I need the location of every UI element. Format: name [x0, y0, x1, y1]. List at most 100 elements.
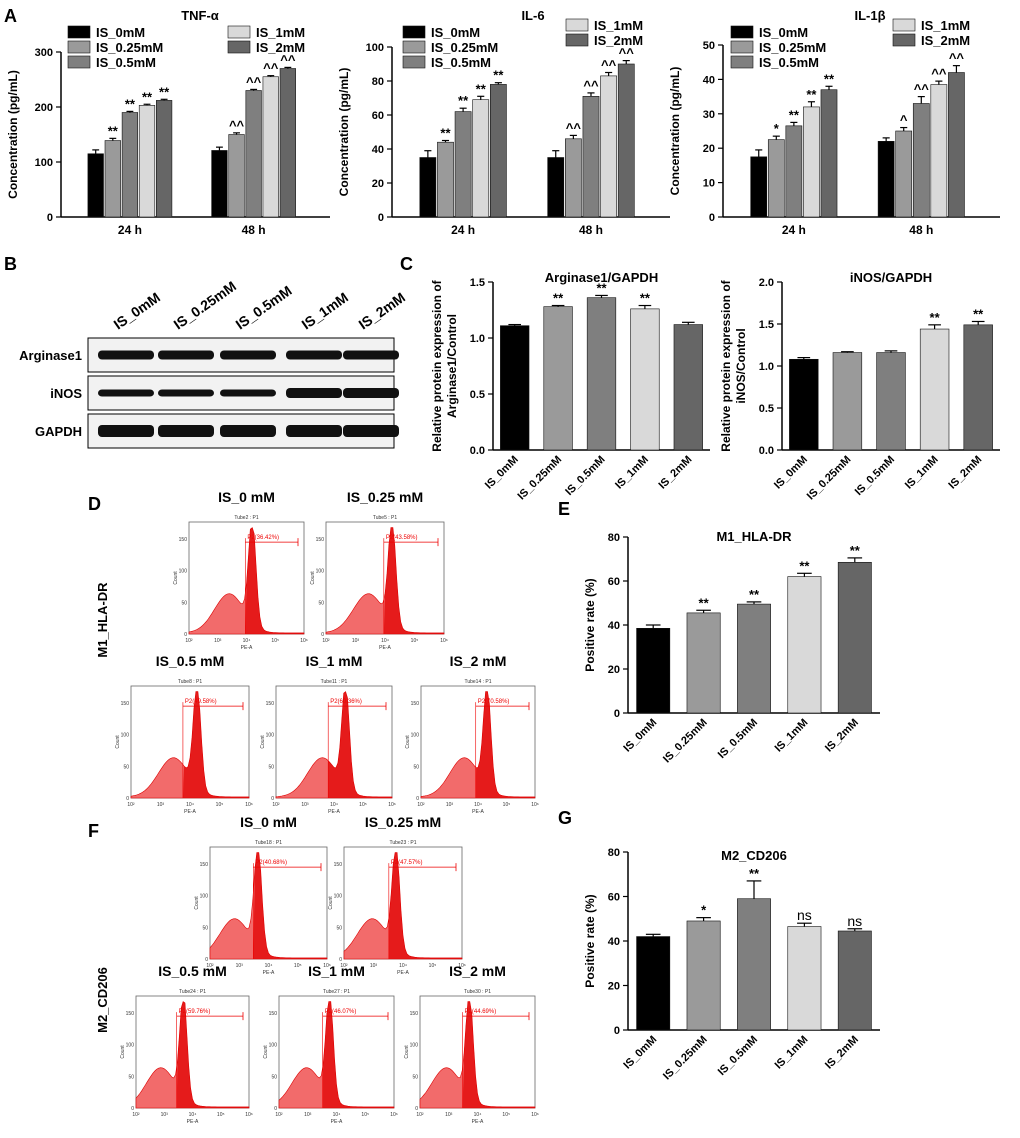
- flow-y-tick: 0: [416, 796, 419, 802]
- chart-title: TNF-α: [181, 8, 219, 23]
- flow-title: IS_0.5 mM: [156, 653, 224, 669]
- y-tick-label: 1.0: [759, 361, 774, 373]
- x-tick-label: IS_1mM: [613, 454, 651, 492]
- bar-is-1mm-48-h: [600, 75, 617, 218]
- flow-y-label: Count: [405, 735, 411, 749]
- flow-y-tick: 0: [321, 632, 324, 638]
- flow-gated-fill: [462, 1001, 535, 1108]
- flow-x-tick: 10⁶: [388, 802, 396, 808]
- flow-x-tick: 10⁴: [333, 1112, 341, 1118]
- y-tick-label: 300: [35, 47, 53, 59]
- significance-label: **: [749, 587, 760, 602]
- flow-x-tick: 10²: [206, 963, 214, 969]
- legend-swatch-is-1mm: [565, 18, 589, 32]
- x-tick-label: IS_0mM: [772, 454, 810, 492]
- flow-x-tick: 10²: [340, 963, 348, 969]
- y-tick-label: 0.0: [470, 445, 485, 457]
- y-axis-label: Concentration (pg/mL): [668, 67, 682, 196]
- flow-y-tick: 0: [131, 1106, 134, 1112]
- legend-label-is-0mm: IS_0mM: [431, 25, 480, 40]
- chart-m1-hla-dr: M1_HLA-DR 0 20 40 60 80 Positive rate (%) IS_0m…: [583, 529, 880, 765]
- y-axis-label: iNOS/Control: [734, 328, 748, 403]
- bar-is-2mm: [673, 324, 703, 451]
- flow-x-tick: 10⁶: [531, 802, 539, 808]
- flow-y-tick: 0: [126, 796, 129, 802]
- y-tick-label: 100: [35, 157, 53, 169]
- chart-title: IL-1β: [854, 8, 885, 23]
- significance-label: *: [701, 903, 707, 918]
- x-group-label: 24 h: [782, 223, 806, 237]
- y-tick-label: 80: [372, 76, 384, 88]
- flow-x-tick: 10⁵: [217, 1112, 225, 1118]
- blot-band: [158, 389, 214, 397]
- x-tick-label: IS_2mM: [657, 454, 695, 492]
- flow-y-tick: 50: [268, 764, 274, 770]
- flow-y-tick: 100: [266, 733, 275, 739]
- y-tick-label: 40: [372, 144, 384, 156]
- y-tick-label: 60: [372, 110, 384, 122]
- significance-label: **: [640, 291, 651, 306]
- flow-tube-label: Tube30 : P1: [464, 989, 491, 995]
- legend-swatch-is-0-5mm: [402, 55, 426, 69]
- flow-x-tick: 10³: [214, 638, 222, 644]
- x-tick-label: IS_0.5mM: [716, 1034, 760, 1078]
- blot-band: [98, 350, 154, 360]
- flow-x-tick: 10⁵: [503, 802, 511, 808]
- lane-label-is-0-5mm: IS_0.5mM: [233, 282, 295, 332]
- flow-x-tick: 10⁴: [265, 963, 273, 969]
- flow-x-label: PE-A: [397, 970, 409, 976]
- legend-swatch-is-0-25mm: [67, 40, 91, 54]
- y-tick-label: 80: [608, 847, 620, 859]
- bar-is-2mm-24-h: [489, 84, 507, 218]
- y-tick-label: 0.0: [759, 445, 774, 457]
- flow-gated-fill: [182, 691, 249, 798]
- x-tick-label: IS_0.5mM: [716, 717, 760, 761]
- y-axis-label: Concentration (pg/mL): [6, 70, 20, 199]
- flow-x-tick: 10²: [275, 1112, 283, 1118]
- panel-letter-d: D: [88, 494, 101, 514]
- legend-label-is-1mm: IS_1mM: [256, 25, 305, 40]
- y-axis-label: Relative protein expression of: [719, 279, 733, 451]
- flow-tube-label: Tube24 : P1: [179, 989, 206, 995]
- flow-x-tick: 10⁵: [411, 638, 419, 644]
- flow-y-tick: 150: [179, 537, 188, 543]
- flow-tube-label: Tube5 : P1: [373, 515, 397, 521]
- flow-y-tick: 0: [184, 632, 187, 638]
- legend-label-is-1mm: IS_1mM: [594, 18, 643, 33]
- flow-x-tick: 10⁵: [294, 963, 302, 969]
- bar-is-0-25mm: [686, 920, 721, 1031]
- chart-title: M2_CD206: [721, 848, 787, 863]
- bar-is-0-25mm: [832, 352, 863, 451]
- significance-label: **: [142, 89, 153, 104]
- flow-y-tick: 0: [274, 1106, 277, 1112]
- flow-x-tick: 10³: [304, 1112, 312, 1118]
- flow-y-tick: 150: [126, 1011, 135, 1017]
- panel-letter-c: C: [400, 254, 413, 274]
- significance-label: **: [440, 126, 451, 141]
- blot-band: [158, 425, 214, 437]
- bar-is-0mm-24-h: [750, 156, 768, 218]
- flow-y-label: Count: [404, 1045, 410, 1059]
- significance-label: ^^: [280, 52, 296, 67]
- flow-x-label: PE-A: [187, 1119, 199, 1125]
- significance-label: ^^: [246, 74, 262, 89]
- x-tick-label: IS_0mM: [621, 717, 659, 755]
- flow-x-label: PE-A: [472, 1119, 484, 1125]
- flow-y-tick: 150: [266, 701, 275, 707]
- bar-is-0-5mm-24-h: [785, 125, 803, 218]
- flow-x-tick: 10⁴: [330, 802, 338, 808]
- flow-y-tick: 100: [316, 569, 325, 575]
- y-axis-label: Concentration (pg/mL): [337, 68, 351, 197]
- y-tick-label: 20: [372, 178, 384, 190]
- flow-y-tick: 50: [318, 600, 324, 606]
- bar-is-0-25mm-24-h: [104, 140, 121, 218]
- chart-arginase1-gapdh: Arginase1/GAPDH 0.0 0.5 1.0 1.5 Relative prot…: [430, 270, 710, 502]
- flow-title: IS_2 mM: [450, 653, 507, 669]
- significance-label: ^^: [619, 46, 635, 61]
- flow-gate-label: P2(36.42%): [247, 535, 279, 541]
- significance-label: *: [774, 121, 780, 136]
- bar-is-0-5mm-24-h: [454, 111, 472, 218]
- bar-is-0mm: [636, 627, 671, 714]
- flow-y-tick: 100: [121, 733, 130, 739]
- flow-y-tick: 150: [334, 862, 343, 868]
